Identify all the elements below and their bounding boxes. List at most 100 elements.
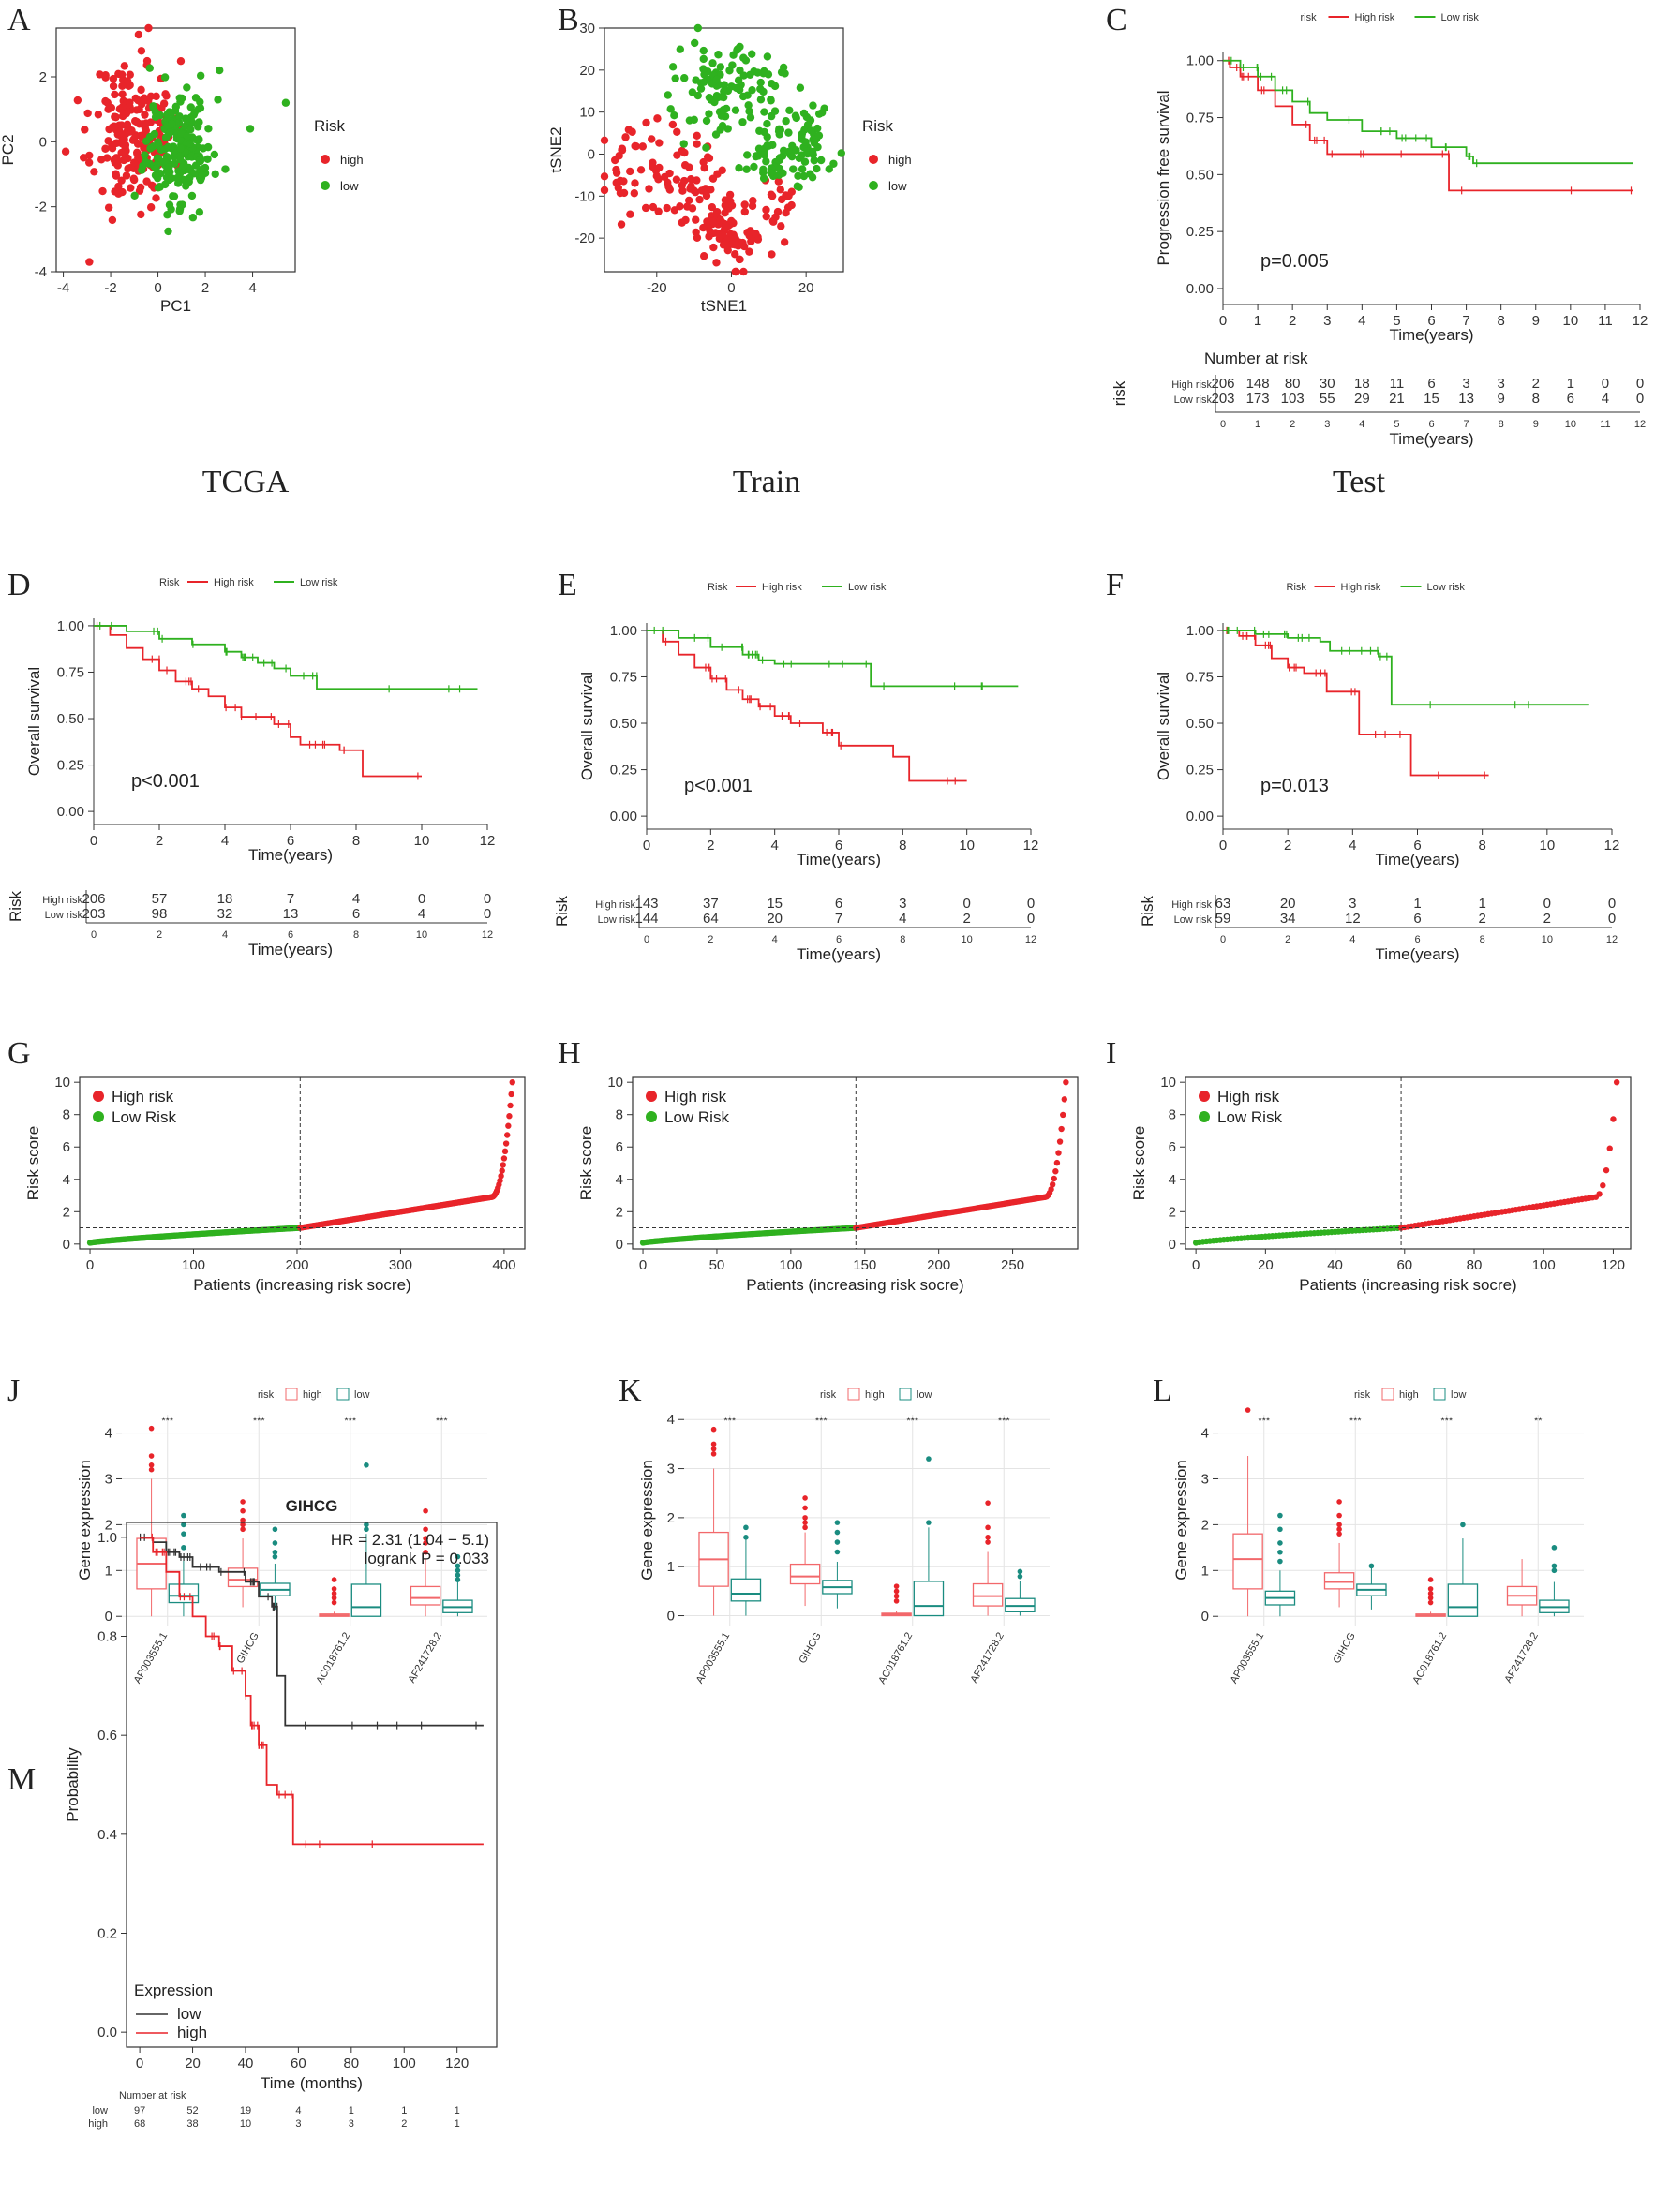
x-category-label: AF241728.2 — [1502, 1631, 1540, 1685]
risk-table-x-tick: 8 — [1480, 934, 1485, 945]
risk-table-value: 0 — [484, 906, 491, 922]
risk-table-x-label-E: Time(years) — [797, 945, 881, 963]
scatter-point-high — [762, 205, 770, 215]
x-axis-label-G: Patients (increasing risk socre) — [193, 1276, 410, 1294]
scatter-point-low — [779, 146, 788, 155]
scatter-point-high — [693, 131, 701, 141]
scatter-point-low — [693, 91, 702, 100]
risk-table-row-label: Low risk — [45, 910, 83, 921]
risk-table-x-tick: 0 — [644, 934, 649, 945]
scatter-point-low — [176, 135, 185, 144]
x-axis-label-F: Time(years) — [1375, 851, 1459, 868]
scatter-point-low — [164, 142, 172, 152]
risk-point-high — [1600, 1182, 1606, 1189]
risk-table-value: 7 — [287, 891, 294, 907]
y-tick-label-B: 30 — [579, 21, 595, 37]
legend-key-high — [321, 155, 330, 164]
risk-table-x-tick: 4 — [1359, 419, 1364, 430]
scatter-point-low — [150, 129, 158, 139]
scatter-point-high — [101, 144, 110, 153]
risk-table-x-tick: 1 — [1255, 419, 1260, 430]
legend-key-low-risk — [1199, 1111, 1210, 1122]
scatter-point-low — [736, 42, 744, 52]
scatter-point-high — [718, 166, 726, 174]
scatter-point-low — [679, 140, 688, 148]
scatter-point-high — [673, 151, 681, 159]
risk-table-value: 11 — [1390, 376, 1405, 392]
scatter-point-high — [104, 203, 113, 212]
legend-key-high-risk — [93, 1091, 104, 1102]
scatter-point-high — [131, 116, 140, 126]
y-tick-label-G: 10 — [54, 1075, 70, 1091]
y-tick-label-K: 1 — [667, 1559, 675, 1575]
scatter-point-low — [186, 173, 194, 183]
scatter-point-low — [191, 94, 201, 102]
scatter-point-low — [782, 116, 790, 126]
scatter-point-low — [798, 151, 806, 159]
risk-table-value: 29 — [1354, 391, 1370, 407]
significance-stars: *** — [1349, 1416, 1363, 1427]
y-tick-label-C: 0.50 — [1186, 167, 1214, 183]
risk-table-value: 206 — [1211, 376, 1234, 392]
scatter-point-high — [787, 200, 796, 210]
legend-label-low-risk: Low Risk — [112, 1108, 176, 1126]
scatter-point-low — [814, 131, 824, 140]
box-outlier-low — [455, 1553, 461, 1560]
scatter-point-low — [138, 166, 146, 174]
x-tick-label-D: 4 — [221, 833, 229, 849]
scatter-point-low — [167, 119, 176, 128]
scatter-point-low — [210, 150, 219, 159]
risk-table-x-tick: 11 — [1600, 419, 1610, 430]
scatter-point-high — [98, 186, 107, 196]
scatter-point-low — [808, 147, 817, 156]
risk-table-value: 6 — [1567, 391, 1574, 407]
legend-label-low: low — [354, 1389, 370, 1401]
y-tick-label-I: 10 — [1160, 1075, 1176, 1091]
risk-table-x-tick: 2 — [157, 929, 162, 941]
risk-table-value: 2 — [962, 911, 970, 927]
scatter-point-high — [619, 188, 629, 198]
scatter-point-high — [144, 23, 153, 33]
risk-point-high — [1063, 1078, 1069, 1086]
scatter-point-high — [111, 187, 119, 196]
scatter-point-low — [170, 159, 179, 168]
scatter-point-high — [626, 167, 634, 176]
box-outlier-low — [272, 1553, 278, 1560]
risk-point-high — [507, 1102, 514, 1109]
risk-table-value: 0 — [1602, 376, 1609, 392]
risk-table-value: 2 — [1478, 911, 1485, 927]
risk-table-x-tick: 6 — [1414, 934, 1420, 945]
scatter-point-low — [165, 163, 173, 172]
risk-table-x-tick: 8 — [353, 929, 359, 941]
y-tick-label-B: 10 — [579, 105, 595, 121]
box-outlier-low — [1017, 1568, 1023, 1575]
x-tick-label-F: 12 — [1604, 838, 1620, 854]
x-tick-label-M: 80 — [343, 2056, 359, 2071]
legend-key-low — [1433, 1388, 1446, 1401]
risk-table-value: 10 — [240, 2118, 251, 2130]
scatter-point-low — [760, 67, 768, 76]
scatter-point-low — [705, 110, 713, 118]
risk-table-value: 1 — [349, 2105, 354, 2116]
x-tick-label-M: 60 — [291, 2056, 306, 2071]
scatter-point-high — [85, 258, 94, 266]
risk-table-row-label: Low risk — [1174, 914, 1213, 926]
x-tick-label-D: 6 — [287, 833, 294, 849]
risk-table-value: 9 — [1497, 391, 1504, 407]
scatter-point-low — [763, 141, 771, 150]
x-axis-label-D: Time(years) — [248, 846, 333, 864]
legend-key-low-risk — [646, 1111, 657, 1122]
risk-table-row-label: Low risk — [1174, 394, 1213, 406]
box-outlier-high — [423, 1507, 428, 1514]
km-line-high-risk — [1223, 630, 1489, 777]
p-value-annotation-E: p<0.001 — [684, 776, 753, 796]
scatter-point-low — [767, 96, 775, 104]
risk-point-high — [501, 1148, 509, 1155]
scatter-point-low — [153, 154, 162, 162]
plot-frame-H — [632, 1076, 1079, 1250]
risk-table-value: 0 — [1636, 376, 1644, 392]
x-tick-label-A: -2 — [104, 280, 116, 296]
x-category-label: AF241728.2 — [406, 1631, 443, 1685]
risk-table-x-tick: 0 — [1220, 419, 1226, 430]
scatter-point-high — [699, 223, 708, 232]
